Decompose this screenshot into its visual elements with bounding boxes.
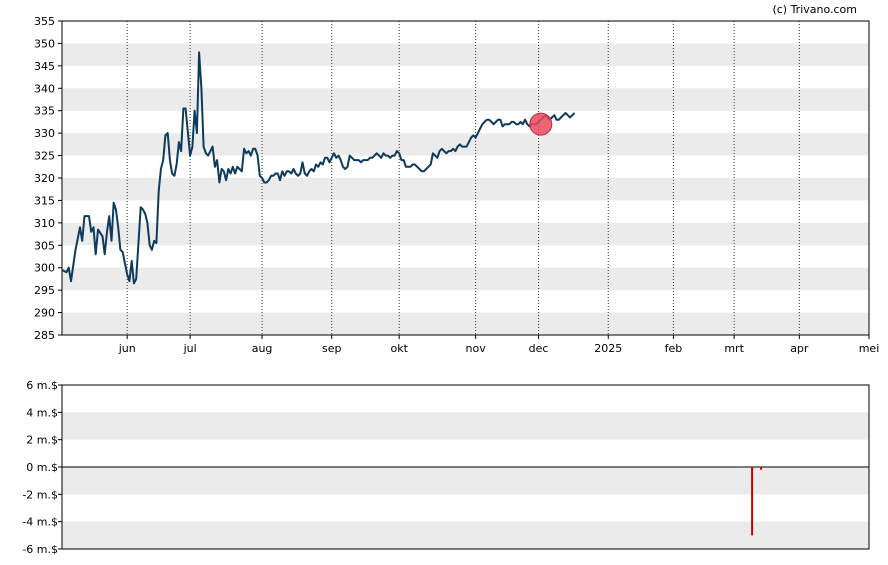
y-tick-label: 290 (34, 307, 55, 320)
grid-band (62, 521, 869, 549)
y-tick-label: 320 (34, 172, 55, 185)
x-tick-label: okt (390, 342, 408, 355)
x-tick-label: mrt (724, 342, 744, 355)
y-tick-label: 285 (34, 329, 55, 342)
x-tick-label: mei (859, 342, 880, 355)
y-tick-label: 325 (34, 150, 55, 163)
x-tick-label: dec (529, 342, 549, 355)
y-tick-label: 345 (34, 60, 55, 73)
y-tick-label: 4 m.$ (26, 406, 58, 419)
y-tick-label: 6 m.$ (26, 379, 58, 392)
y-tick-label: 335 (34, 105, 55, 118)
x-tick-label: feb (665, 342, 683, 355)
plot-frame (61, 384, 870, 550)
grid-band (62, 412, 869, 440)
grid-band (62, 133, 869, 156)
y-tick-label: 295 (34, 284, 55, 297)
y-tick-label: 350 (34, 37, 55, 50)
grid-band (62, 312, 869, 335)
x-tick-label: aug (252, 342, 273, 355)
y-tick-label: 0 m.$ (26, 461, 58, 474)
grid-band (62, 43, 869, 66)
grid-band (62, 178, 869, 201)
y-tick-label: 355 (34, 15, 55, 28)
y-tick-label: 340 (34, 82, 55, 95)
event-marker (529, 112, 553, 136)
grid-band (62, 267, 869, 291)
y-tick-label: 315 (34, 194, 55, 207)
x-tick-label: sep (322, 342, 341, 355)
y-tick-label: 330 (34, 127, 55, 140)
plot-frame (61, 20, 870, 336)
y-tick-label: 300 (34, 262, 55, 275)
price-panel: jun jul aug sep okt nov dec 2025 feb mrt apr mei 285… (34, 15, 879, 355)
x-tick-label: apr (790, 342, 809, 355)
y-tick-label: -4 m.$ (22, 516, 58, 529)
x-tick-label: jun (118, 342, 136, 355)
price-line (61, 51, 576, 285)
y-tick-label: 2 m.$ (26, 434, 58, 447)
x-tick-label: 2025 (594, 342, 622, 355)
y-tick-label: 305 (34, 239, 55, 252)
grid-band (62, 467, 869, 495)
x-tick-label: nov (466, 342, 487, 355)
y-tick-label: -6 m.$ (22, 543, 58, 556)
y-tick-label: -2 m.$ (22, 488, 58, 501)
credit-text: (c) Trivano.com (772, 3, 857, 16)
x-tick-label: jul (183, 342, 197, 355)
y-tick-label: 310 (34, 217, 55, 230)
volume-panel: -6 m.$ -4 m.$ -2 m.$ 0 m.$ 2 m.$ 4 m.$ 6 m.$ (22, 379, 870, 556)
grid-band (62, 222, 869, 246)
grid-band (62, 88, 869, 111)
